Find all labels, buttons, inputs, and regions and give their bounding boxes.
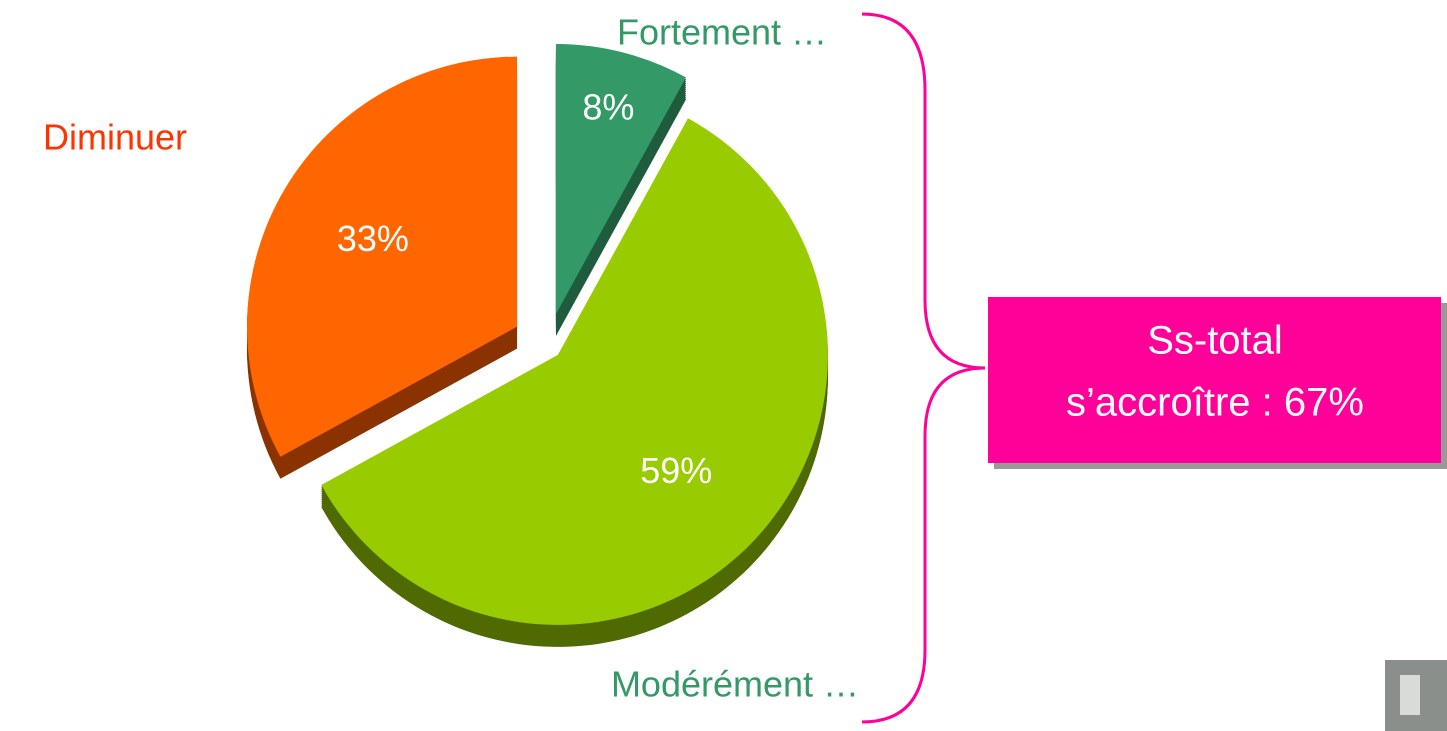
annotation-line: s’accroître : 67% (1066, 381, 1364, 425)
category-label: Modérément … (611, 664, 859, 705)
value-label: 33% (337, 218, 409, 259)
value-label: 59% (640, 450, 712, 491)
chart: Ss-total s’accroître : 67% 8% Fortement …… (0, 0, 1447, 731)
brace (862, 14, 985, 722)
category-label: Diminuer (43, 117, 187, 158)
logo (1400, 675, 1420, 715)
category-label: Fortement … (617, 12, 827, 53)
value-label: 8% (582, 87, 634, 128)
annotation-line: Ss-total (1147, 319, 1283, 363)
